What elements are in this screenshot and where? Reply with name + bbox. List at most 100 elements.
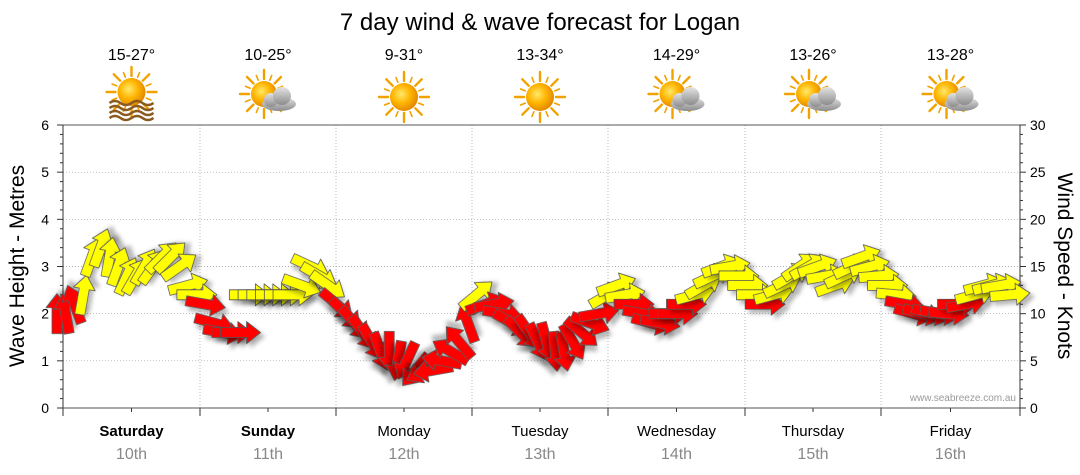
sun-ray xyxy=(145,83,152,87)
sun-ray xyxy=(553,88,561,92)
weather-sun-cloud-icon xyxy=(238,68,296,120)
left-tick-label: 1 xyxy=(41,353,49,369)
sun-ray xyxy=(145,97,152,101)
sun-ray xyxy=(955,75,965,85)
sun-ray xyxy=(818,75,828,85)
day-thursday: 13-26° Thursday 15th xyxy=(782,47,845,463)
cloud-shape xyxy=(670,87,705,111)
wind-arrow xyxy=(553,330,577,372)
sun-ray xyxy=(800,74,805,81)
sun-ray xyxy=(417,88,425,92)
chart-title: 7 day wind & wave forecast for Logan xyxy=(340,9,740,36)
left-tick-label: 0 xyxy=(41,400,49,416)
day-temps: 9-31° xyxy=(385,47,423,64)
sun-ray xyxy=(521,78,530,87)
wind-arrow xyxy=(184,294,226,317)
weather-sunny-icon xyxy=(513,70,567,124)
day-sunday: 10-25° Sunday 11th xyxy=(238,47,296,463)
sun-ray xyxy=(664,74,668,81)
sun-ray xyxy=(927,98,934,103)
weather-sunny-haze-icon xyxy=(105,65,158,122)
cloud-part xyxy=(955,87,974,105)
sun-ray xyxy=(790,75,800,85)
wind-arrow xyxy=(578,301,620,324)
day-date: 10th xyxy=(116,446,147,463)
day-date: 15th xyxy=(797,446,828,463)
cloud-shape xyxy=(944,87,979,111)
day-temps: 15-27° xyxy=(108,47,155,64)
sun-ray xyxy=(550,107,559,116)
day-date: 16th xyxy=(935,446,966,463)
sun-ray xyxy=(813,74,818,81)
sun-ray xyxy=(414,107,423,116)
day-name: Wednesday xyxy=(637,423,716,440)
sun-ray xyxy=(414,78,423,87)
haze-line xyxy=(108,114,155,122)
sun-ray xyxy=(112,73,122,82)
sun-ray xyxy=(550,78,559,87)
right-tick-label: 30 xyxy=(1030,117,1046,133)
right-tick-label: 15 xyxy=(1030,259,1046,275)
sun-ray xyxy=(122,71,127,79)
sun-ray xyxy=(136,71,141,79)
sun-ray xyxy=(395,110,399,118)
sun-ray xyxy=(383,88,391,92)
wind-arrow xyxy=(159,253,197,283)
sun-ray xyxy=(255,74,260,81)
sun-ray xyxy=(789,85,796,90)
right-tick-label: 20 xyxy=(1030,211,1046,227)
sun-ray xyxy=(245,75,255,85)
left-axis: 0 1 2 3 4 5 6 xyxy=(41,117,64,416)
sun-ray xyxy=(653,98,660,103)
sun-ray xyxy=(927,85,934,90)
wind-arrow xyxy=(220,321,262,344)
sun-ray xyxy=(681,75,691,85)
sun-disc xyxy=(390,83,418,111)
sun-ray xyxy=(553,102,561,106)
sun-ray xyxy=(800,107,805,114)
day-date: 13th xyxy=(524,446,555,463)
right-tick-label: 0 xyxy=(1030,400,1038,416)
sun-ray xyxy=(938,107,942,114)
day-temps: 13-28° xyxy=(927,47,974,64)
sun-ray xyxy=(928,75,938,85)
right-tick-label: 5 xyxy=(1030,353,1038,369)
day-name: Sunday xyxy=(241,423,296,440)
sun-disc xyxy=(117,78,146,106)
sun-ray xyxy=(545,110,549,118)
sun-ray xyxy=(790,103,800,113)
sun-ray xyxy=(951,74,955,81)
day-tuesday: 13-34° Tuesday 13th xyxy=(512,47,569,463)
sun-ray xyxy=(521,107,530,116)
day-name: Thursday xyxy=(782,423,845,440)
day-headers: 15-27° Saturday 10th 10-25° Sunday 11th 9-31° M… xyxy=(99,47,979,463)
weather-sunny-icon xyxy=(377,70,431,124)
day-name: Tuesday xyxy=(512,423,569,440)
day-temps: 10-25° xyxy=(244,47,291,64)
sun-ray xyxy=(395,76,399,84)
grid xyxy=(62,125,1021,416)
sun-ray xyxy=(268,74,273,81)
y2-axis-label: Wind Speed - Knots xyxy=(1053,173,1076,360)
y-axis-label: Wave Height - Metres xyxy=(6,165,29,367)
wind-arrow xyxy=(445,326,477,361)
sun-ray xyxy=(245,103,255,113)
sun-disc xyxy=(526,83,554,111)
cloud-shape xyxy=(807,87,841,111)
sun-ray xyxy=(385,78,394,87)
day-date: 11th xyxy=(253,446,283,463)
sun-ray xyxy=(409,76,413,84)
sun-ray xyxy=(244,85,251,90)
left-tick-label: 3 xyxy=(41,259,49,275)
cloud-part xyxy=(681,87,700,105)
left-tick-label: 6 xyxy=(41,117,49,133)
left-tick-label: 2 xyxy=(41,306,49,322)
wind-arrow xyxy=(562,315,598,346)
right-axis: 0 5 10 15 20 25 30 xyxy=(1019,117,1046,416)
day-temps: 13-26° xyxy=(789,47,836,64)
sun-ray xyxy=(111,97,118,101)
sun-ray xyxy=(255,107,260,114)
weather-sun-cloud-icon xyxy=(921,68,979,120)
sun-ray xyxy=(654,103,664,113)
day-saturday: 15-27° Saturday 10th xyxy=(99,47,164,463)
